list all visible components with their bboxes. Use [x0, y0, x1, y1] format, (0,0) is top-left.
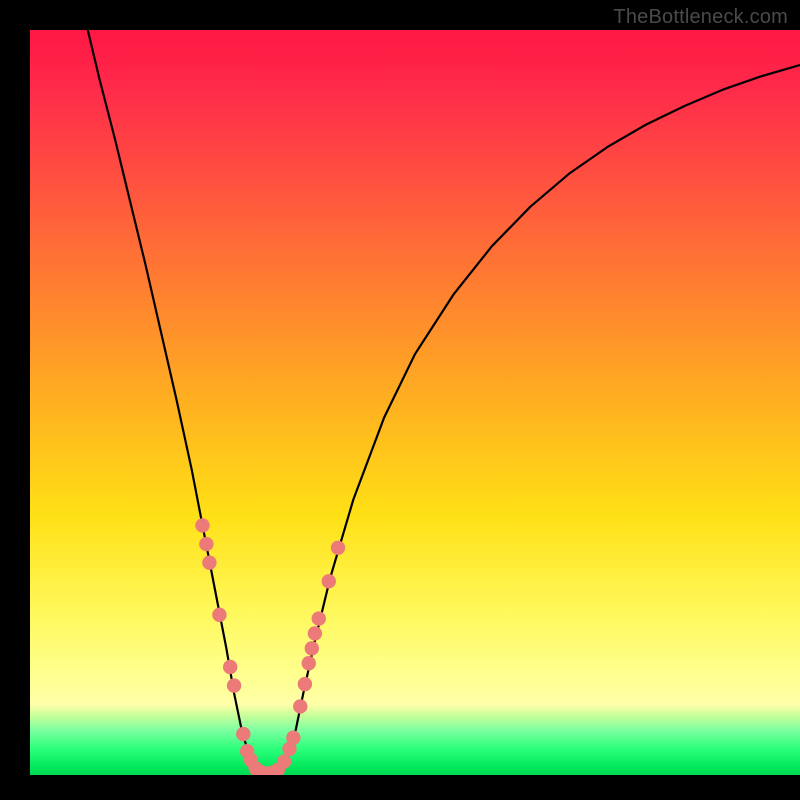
data-marker	[322, 574, 336, 588]
data-marker	[202, 555, 216, 569]
data-marker	[293, 699, 307, 713]
data-marker	[195, 518, 209, 532]
data-marker	[305, 641, 319, 655]
bottleneck-curve-svg	[30, 30, 800, 775]
data-marker	[331, 541, 345, 555]
data-marker	[298, 677, 312, 691]
data-marker	[286, 731, 300, 745]
data-marker	[236, 727, 250, 741]
data-marker	[212, 608, 226, 622]
plot-area	[30, 30, 800, 775]
data-marker	[223, 660, 237, 674]
bottleneck-curve	[88, 30, 800, 774]
data-marker	[308, 626, 322, 640]
data-marker	[312, 611, 326, 625]
data-marker	[199, 537, 213, 551]
data-marker	[277, 754, 291, 768]
data-marker	[227, 678, 241, 692]
watermark-text: TheBottleneck.com	[613, 6, 788, 29]
data-marker	[302, 656, 316, 670]
